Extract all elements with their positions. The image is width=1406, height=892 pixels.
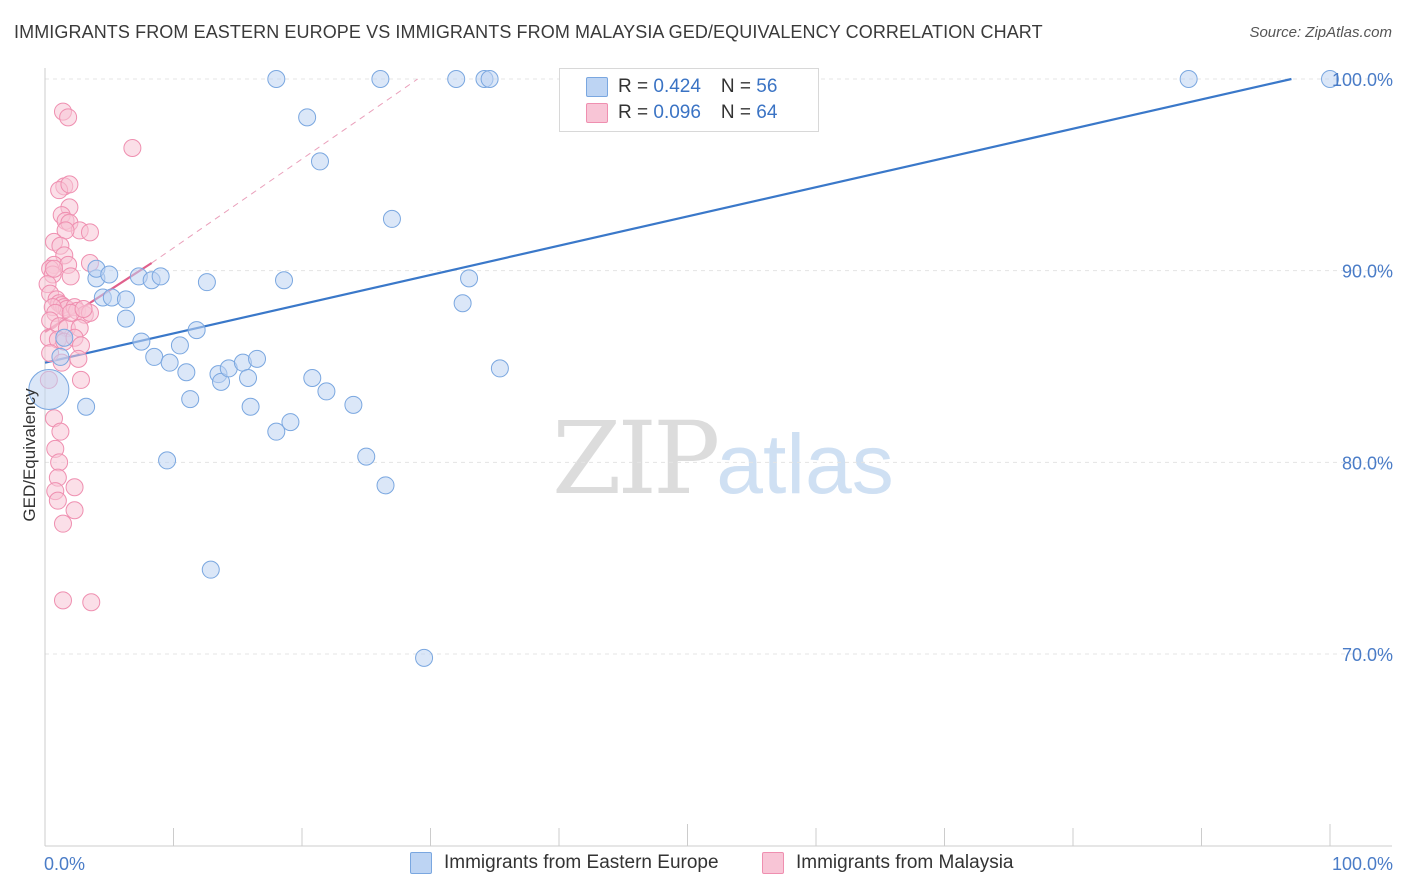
- watermark: ZIPatlas: [552, 400, 894, 517]
- watermark-atlas: atlas: [716, 417, 894, 511]
- eastern-europe-point: [212, 372, 231, 391]
- malaysia-point: [80, 223, 99, 242]
- eastern-europe-point: [1179, 70, 1198, 88]
- malaysia-point: [48, 491, 67, 510]
- legend-r-value: 0.424: [653, 76, 701, 97]
- malaysia-point: [69, 349, 88, 368]
- legend-swatch-pink: [586, 103, 608, 123]
- eastern-europe-point: [197, 273, 216, 292]
- bottom-legend-swatch-blue: [410, 852, 432, 874]
- eastern-europe-point: [28, 369, 70, 410]
- eastern-europe-point: [248, 349, 267, 368]
- eastern-europe-point: [158, 451, 177, 470]
- legend-n-value: 64: [756, 102, 778, 123]
- legend: R = 0.424 N = 56 R = 0.096 N = 64: [559, 68, 819, 132]
- eastern-europe-point: [51, 347, 70, 366]
- eastern-europe-point: [187, 321, 206, 340]
- eastern-europe-point: [100, 265, 119, 284]
- eastern-europe-point: [317, 382, 336, 401]
- eastern-europe-point: [1321, 70, 1339, 88]
- legend-n-label: N =: [720, 102, 757, 123]
- reference-dashed-line: [151, 78, 418, 264]
- malaysia-point: [59, 108, 78, 127]
- eastern-europe-point: [480, 70, 499, 88]
- eastern-europe-point: [344, 395, 363, 414]
- malaysia-point: [71, 370, 90, 389]
- eastern-europe-point: [116, 290, 135, 309]
- eastern-europe-point: [241, 397, 260, 416]
- x-tick-label-left: 0.0%: [44, 854, 85, 874]
- eastern-europe-point: [160, 353, 179, 372]
- watermark-zip: ZIP: [552, 400, 720, 517]
- eastern-europe-point: [177, 363, 196, 382]
- eastern-europe-point: [447, 70, 466, 88]
- eastern-europe-point: [132, 332, 151, 351]
- legend-r-label: R =: [618, 76, 654, 97]
- source-label: Source: ZipAtlas.com: [1249, 24, 1392, 41]
- y-tick-label: 80.0%: [1342, 453, 1393, 473]
- tick-labels: 70.0% 80.0% 90.0% 100.0% 0.0% 100.0%: [44, 70, 1393, 874]
- eastern-europe-point: [55, 328, 74, 347]
- malaysia-point: [51, 422, 70, 441]
- eastern-europe-point: [453, 294, 472, 313]
- malaysia-point: [53, 591, 72, 610]
- legend-r-label: R =: [618, 102, 654, 123]
- malaysia-point: [61, 267, 80, 286]
- legend-n-value: 56: [756, 76, 778, 97]
- eastern-europe-point: [275, 271, 294, 290]
- legend-n-label: N =: [720, 76, 757, 97]
- eastern-europe-point: [77, 397, 96, 416]
- bottom-legend-label: Immigrants from Malaysia: [796, 852, 1014, 873]
- malaysia-point: [65, 478, 84, 497]
- axes: [44, 68, 1392, 847]
- eastern-europe-point: [371, 70, 390, 88]
- series-eastern-europe-points: [28, 70, 1339, 667]
- malaysia-point: [44, 259, 63, 278]
- trend-line-eastern-europe: [44, 77, 1292, 364]
- eastern-europe-point: [303, 369, 322, 387]
- eastern-europe-point: [170, 336, 189, 355]
- eastern-europe-point: [298, 108, 317, 127]
- y-tick-label: 70.0%: [1342, 645, 1393, 665]
- eastern-europe-point: [460, 269, 479, 288]
- eastern-europe-point: [281, 413, 300, 432]
- malaysia-point: [50, 453, 69, 472]
- malaysia-point: [53, 514, 72, 533]
- y-tick-label: 90.0%: [1342, 262, 1393, 282]
- legend-swatch-blue: [586, 77, 608, 97]
- bottom-legend-eastern-europe: Immigrants from Eastern Europe: [410, 852, 719, 874]
- eastern-europe-point: [382, 209, 401, 228]
- eastern-europe-point: [490, 359, 509, 378]
- eastern-europe-point: [181, 390, 200, 409]
- bottom-legend-swatch-pink: [762, 852, 784, 874]
- legend-r-value: 0.096: [653, 102, 701, 123]
- eastern-europe-point: [415, 648, 434, 667]
- y-tick-label: 100.0%: [1332, 70, 1393, 90]
- bottom-legend-malaysia: Immigrants from Malaysia: [762, 852, 1014, 874]
- eastern-europe-point: [201, 560, 220, 579]
- eastern-europe-point: [145, 347, 164, 366]
- eastern-europe-point: [116, 309, 135, 328]
- chart-title: IMMIGRANTS FROM EASTERN EUROPE VS IMMIGR…: [14, 22, 1043, 42]
- malaysia-point: [74, 300, 93, 318]
- malaysia-point: [60, 175, 79, 194]
- eastern-europe-point: [376, 476, 395, 495]
- eastern-europe-point: [357, 447, 376, 466]
- x-tick-label-right: 100.0%: [1332, 854, 1393, 874]
- malaysia-point: [82, 593, 101, 612]
- malaysia-point: [65, 501, 84, 520]
- eastern-europe-point: [267, 70, 286, 88]
- eastern-europe-point: [267, 422, 286, 441]
- y-axis-label: GED/Equivalency: [20, 388, 39, 522]
- eastern-europe-point: [151, 267, 170, 286]
- malaysia-point: [123, 139, 142, 157]
- eastern-europe-point: [310, 152, 329, 171]
- eastern-europe-point: [239, 369, 258, 387]
- bottom-legend-label: Immigrants from Eastern Europe: [444, 852, 719, 873]
